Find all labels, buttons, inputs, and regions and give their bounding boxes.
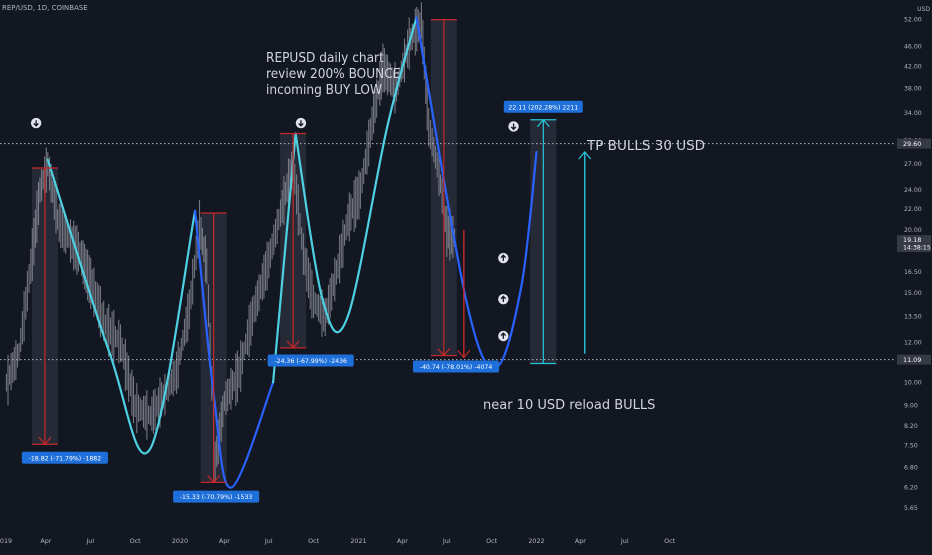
candle-countdown-label: 14:38:15 [903,245,931,252]
cycle-curve-3 [294,16,418,334]
marker-arrow-glyph-0 [33,120,39,127]
last-price-tag-bg [897,235,931,253]
y-tick-label-4: 38.00 [904,86,922,93]
y-tick-label-10: 20.00 [904,227,922,234]
last-price-label: 19.18 [903,236,921,244]
y-tick-label-15: 12.00 [904,339,922,346]
x-tick-label-11: Oct [486,537,498,545]
measure-arrowhead-4 [536,118,550,128]
y-tick-label-18: 9.00 [904,403,918,410]
y-tick-label-12: 16.50 [904,269,922,276]
y-tick-label-3: 42.00 [904,64,922,71]
x-tick-label-3: Oct [130,537,142,545]
x-tick-label-0: 019 [0,537,12,545]
measure-label-2: -24.36 (-67.99%) -2436 [274,358,347,365]
x-tick-label-2: Jul [85,537,94,545]
hline-tag-0: 29.60 [903,140,921,148]
cycle-curve-0 [46,158,197,455]
marker-arrow-glyph-3 [500,254,507,261]
x-tick-label-6: Jul [264,537,273,545]
y-tick-label-20: 7.50 [904,443,918,450]
y-tick-label-22: 6.20 [904,485,918,492]
x-tick-label-15: Oct [664,537,676,545]
y-tick-label-17: 10.00 [904,379,922,386]
x-tick-label-9: Apr [397,537,408,545]
measure-arrowhead-2 [286,340,300,349]
cycle-curve-1 [194,209,275,489]
measure-arrowhead-1 [207,474,221,484]
symbol-header: REP/USD, 1D, COINBASE [2,4,88,12]
tp-arrowhead [578,151,592,160]
y-tick-label-7: 27.00 [904,161,922,168]
y-tick-label-5: 34.00 [904,110,922,117]
measure-label-4: 22.11 (202.28%) 2211 [508,104,578,111]
x-tick-label-13: Apr [575,537,586,545]
y-tick-label-9: 22.00 [904,206,922,213]
currency-label: USD [917,6,930,13]
measure-label-bg-2 [267,354,354,367]
reload-annotation: near 10 USD reload BULLS [483,398,655,413]
y-tick-label-21: 6.80 [904,464,918,471]
measure-label-bg-0 [21,451,108,464]
y-tick-label-8: 24.00 [904,187,922,194]
hline-tag-bg-0 [897,138,931,149]
measure-arrowhead-0 [38,436,52,446]
y-tick-label-19: 8.20 [904,423,918,430]
hline-tag-bg-1 [897,354,931,365]
hline-tag-1: 11.09 [903,356,921,364]
review-annotation-line-0: REPUSD daily chart [266,50,384,66]
measure-label-0: -18.82 (-71.79%) -1882 [29,455,102,462]
projection-arrowhead [457,350,471,359]
tp-annotation: TP BULLS 30 USD [586,138,705,154]
x-tick-label-1: Apr [40,537,51,545]
marker-arrow-glyph-4 [500,295,507,302]
measure-label-bg-3 [412,360,500,373]
x-tick-label-12: 2022 [528,537,544,545]
measure-label-bg-4 [503,100,583,113]
y-tick-label-2: 46.00 [904,44,922,51]
y-tick-label-14: 13.50 [904,313,922,320]
measure-label-3: -40.74 (-78.01%) -4074 [420,364,493,371]
measure-label-bg-1 [173,490,260,503]
price-axis-bg [896,0,932,550]
x-tick-label-7: Oct [308,537,320,545]
measure-label-1: -15.33 (-70.79%) -1533 [180,494,253,501]
y-tick-label-23: 5.65 [904,505,918,512]
review-annotation-line-2: incoming BUY LOW [266,82,382,98]
x-tick-label-8: 2021 [350,537,366,545]
y-tick-label-13: 15.00 [904,290,922,297]
marker-arrow-glyph-5 [500,332,507,339]
review-annotation-line-1: review 200% BOUNCE [266,66,400,82]
marker-arrow-glyph-1 [298,120,304,127]
x-tick-label-14: Jul [620,537,629,545]
x-tick-label-4: 2020 [172,537,188,545]
x-tick-label-10: Jul [442,537,451,545]
marker-arrow-glyph-2 [510,123,517,131]
measure-arrowhead-3 [437,348,451,357]
y-tick-label-1: 52.00 [904,17,922,24]
x-tick-label-5: Apr [219,537,230,545]
time-axis-bg [0,532,932,550]
